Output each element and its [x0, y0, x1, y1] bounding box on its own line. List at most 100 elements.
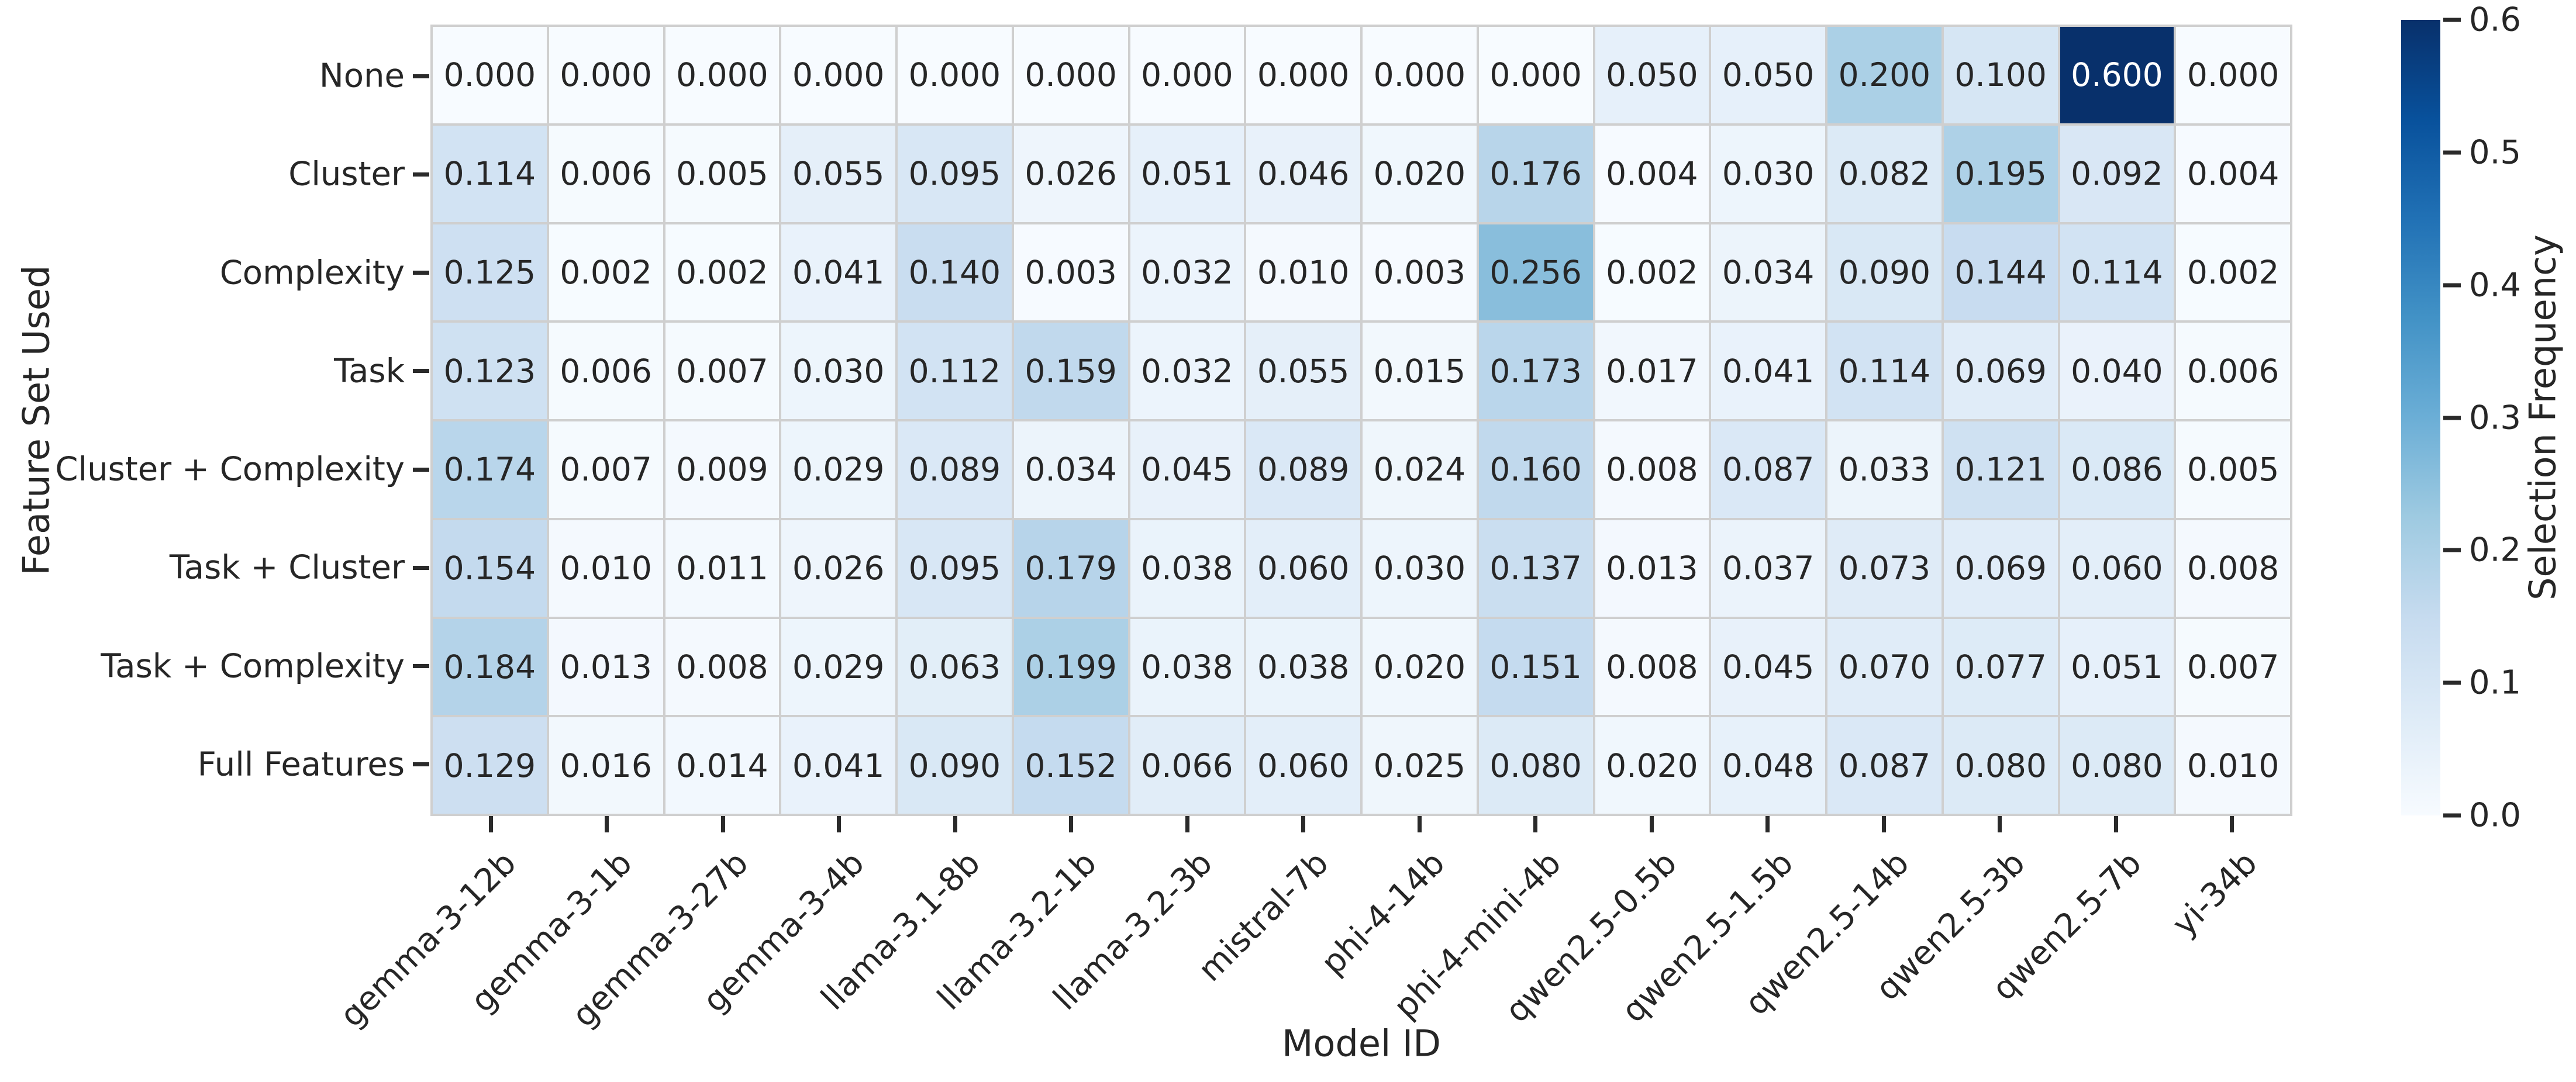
heatmap-cell-none-llama-3.2-1b: 0.000 [1013, 27, 1128, 123]
x-tick-llama-3.1-8b [953, 816, 957, 832]
y-tick-label-none: None [319, 57, 405, 95]
heatmap-cell-full-features-qwen2.5-7b: 0.080 [2060, 717, 2174, 814]
heatmap-cell-task-qwen2.5-1.5b: 0.041 [1711, 323, 1825, 419]
heatmap-cell-task-cluster-gemma-3-12b: 0.154 [433, 520, 547, 617]
colorbar-gradient [2401, 20, 2440, 815]
heatmap-cell-task-complexity-llama-3.1-8b: 0.063 [898, 618, 1012, 715]
y-tick-label-task-cluster: Task + Cluster [169, 548, 405, 587]
heatmap-cell-task-cluster-gemma-3-4b: 0.026 [781, 520, 895, 617]
y-tick-label-cluster: Cluster [288, 155, 405, 193]
heatmap-cell-cluster-gemma-3-27b: 0.005 [665, 125, 780, 222]
heatmap-cell-task-phi-4-14b: 0.015 [1363, 323, 1477, 419]
heatmap-cell-task-mistral-7b: 0.055 [1246, 323, 1360, 419]
heatmap-cell-task-qwen2.5-14b: 0.114 [1827, 323, 1942, 419]
colorbar-tick-0.5 [2443, 150, 2461, 155]
heatmap-cell-none-gemma-3-12b: 0.000 [433, 27, 547, 123]
heatmap-cell-cluster-complexity-llama-3.1-8b: 0.089 [898, 421, 1012, 518]
heatmap-cell-complexity-gemma-3-1b: 0.002 [549, 224, 663, 321]
heatmap-cell-task-cluster-gemma-3-27b: 0.011 [665, 520, 780, 617]
x-tick-phi-4-mini-4b [1533, 816, 1538, 832]
heatmap-cell-full-features-qwen2.5-1.5b: 0.048 [1711, 717, 1825, 814]
heatmap-cell-cluster-complexity-gemma-3-1b: 0.007 [549, 421, 663, 518]
heatmap-cell-task-cluster-llama-3.2-3b: 0.038 [1130, 520, 1244, 617]
y-tick-complexity [413, 271, 429, 275]
heatmap-cell-complexity-mistral-7b: 0.010 [1246, 224, 1360, 321]
heatmap-cell-task-complexity-yi-34b: 0.007 [2176, 618, 2290, 715]
heatmap-cell-none-qwen2.5-7b: 0.600 [2060, 27, 2174, 123]
heatmap-cell-task-llama-3.1-8b: 0.112 [898, 323, 1012, 419]
heatmap-cell-task-cluster-qwen2.5-14b: 0.073 [1827, 520, 1942, 617]
heatmap-cell-complexity-llama-3.2-3b: 0.032 [1130, 224, 1244, 321]
heatmap-cell-full-features-gemma-3-1b: 0.016 [549, 717, 663, 814]
x-tick-gemma-3-1b [605, 816, 609, 832]
heatmap-cell-task-cluster-gemma-3-1b: 0.010 [549, 520, 663, 617]
heatmap-grid: 0.000 0.000 0.000 0.000 0.000 0.000 0.000 0.000… [430, 25, 2292, 816]
y-tick-full-features [413, 762, 429, 767]
heatmap-cell-cluster-complexity-gemma-3-27b: 0.009 [665, 421, 780, 518]
heatmap-cell-task-gemma-3-12b: 0.123 [433, 323, 547, 419]
heatmap-cell-none-gemma-3-27b: 0.000 [665, 27, 780, 123]
heatmap-cell-task-qwen2.5-7b: 0.040 [2060, 323, 2174, 419]
y-tick-task [413, 369, 429, 374]
x-tick-mistral-7b [1301, 816, 1306, 832]
x-tick-phi-4-14b [1417, 816, 1422, 832]
x-tick-gemma-3-12b [488, 816, 493, 832]
heatmap-cell-none-mistral-7b: 0.000 [1246, 27, 1360, 123]
heatmap-cell-task-cluster-llama-3.2-1b: 0.179 [1013, 520, 1128, 617]
heatmap-cell-complexity-qwen2.5-0.5b: 0.002 [1595, 224, 1709, 321]
heatmap-cell-task-complexity-phi-4-14b: 0.020 [1363, 618, 1477, 715]
heatmap-cell-full-features-gemma-3-12b: 0.129 [433, 717, 547, 814]
heatmap-cell-none-yi-34b: 0.000 [2176, 27, 2290, 123]
heatmap-cell-cluster-complexity-gemma-3-4b: 0.029 [781, 421, 895, 518]
y-tick-label-cluster-complexity: Cluster + Complexity [55, 450, 405, 489]
heatmap-cell-full-features-qwen2.5-0.5b: 0.020 [1595, 717, 1709, 814]
heatmap-cell-cluster-phi-4-mini-4b: 0.176 [1478, 125, 1593, 222]
colorbar-tick-0.4 [2443, 283, 2461, 288]
heatmap-cell-cluster-complexity-qwen2.5-14b: 0.033 [1827, 421, 1942, 518]
x-tick-yi-34b [2230, 816, 2234, 832]
heatmap-cell-task-complexity-qwen2.5-0.5b: 0.008 [1595, 618, 1709, 715]
heatmap-cell-full-features-yi-34b: 0.010 [2176, 717, 2290, 814]
heatmap-cell-none-llama-3.2-3b: 0.000 [1130, 27, 1244, 123]
heatmap-cell-cluster-complexity-gemma-3-12b: 0.174 [433, 421, 547, 518]
heatmap-cell-complexity-llama-3.2-1b: 0.003 [1013, 224, 1128, 321]
y-tick-label-full-features: Full Features [197, 745, 405, 784]
colorbar-tick-label-0.2: 0.2 [2469, 531, 2522, 569]
y-tick-task-complexity [413, 664, 429, 669]
heatmap-cell-none-qwen2.5-0.5b: 0.050 [1595, 27, 1709, 123]
heatmap-cell-cluster-complexity-yi-34b: 0.005 [2176, 421, 2290, 518]
heatmap-cell-cluster-complexity-qwen2.5-0.5b: 0.008 [1595, 421, 1709, 518]
heatmap-cell-complexity-gemma-3-27b: 0.002 [665, 224, 780, 321]
heatmap-cell-full-features-gemma-3-4b: 0.041 [781, 717, 895, 814]
colorbar-tick-0.0 [2443, 813, 2461, 818]
heatmap-cell-task-cluster-qwen2.5-3b: 0.069 [1943, 520, 2058, 617]
colorbar-tick-0.3 [2443, 416, 2461, 420]
heatmap-cell-cluster-qwen2.5-0.5b: 0.004 [1595, 125, 1709, 222]
heatmap-cell-complexity-qwen2.5-3b: 0.144 [1943, 224, 2058, 321]
heatmap-cell-complexity-yi-34b: 0.002 [2176, 224, 2290, 321]
x-tick-qwen2.5-1.5b [1765, 816, 1770, 832]
y-tick-none [413, 74, 429, 78]
heatmap-cell-task-cluster-qwen2.5-1.5b: 0.037 [1711, 520, 1825, 617]
heatmap-cell-cluster-llama-3.1-8b: 0.095 [898, 125, 1012, 222]
heatmap-cell-cluster-complexity-llama-3.2-3b: 0.045 [1130, 421, 1244, 518]
x-tick-qwen2.5-7b [2113, 816, 2118, 832]
colorbar-tick-0.6 [2443, 18, 2461, 22]
heatmap-cell-task-llama-3.2-1b: 0.159 [1013, 323, 1128, 419]
y-tick-label-task-complexity: Task + Complexity [101, 647, 405, 686]
heatmap-cell-task-complexity-gemma-3-4b: 0.029 [781, 618, 895, 715]
colorbar-tick-label-0.6: 0.6 [2469, 1, 2522, 39]
heatmap-cell-task-llama-3.2-3b: 0.032 [1130, 323, 1244, 419]
x-tick-qwen2.5-14b [1881, 816, 1886, 832]
heatmap-cell-cluster-mistral-7b: 0.046 [1246, 125, 1360, 222]
colorbar-tick-0.2 [2443, 548, 2461, 552]
heatmap-cell-task-cluster-qwen2.5-7b: 0.060 [2060, 520, 2174, 617]
y-tick-label-task: Task [334, 352, 405, 390]
heatmap-cell-task-complexity-mistral-7b: 0.038 [1246, 618, 1360, 715]
y-tick-label-complexity: Complexity [219, 254, 405, 292]
heatmap-cell-task-gemma-3-27b: 0.007 [665, 323, 780, 419]
heatmap-cell-task-complexity-llama-3.2-3b: 0.038 [1130, 618, 1244, 715]
heatmap-cell-cluster-gemma-3-4b: 0.055 [781, 125, 895, 222]
heatmap-cell-complexity-qwen2.5-7b: 0.114 [2060, 224, 2174, 321]
